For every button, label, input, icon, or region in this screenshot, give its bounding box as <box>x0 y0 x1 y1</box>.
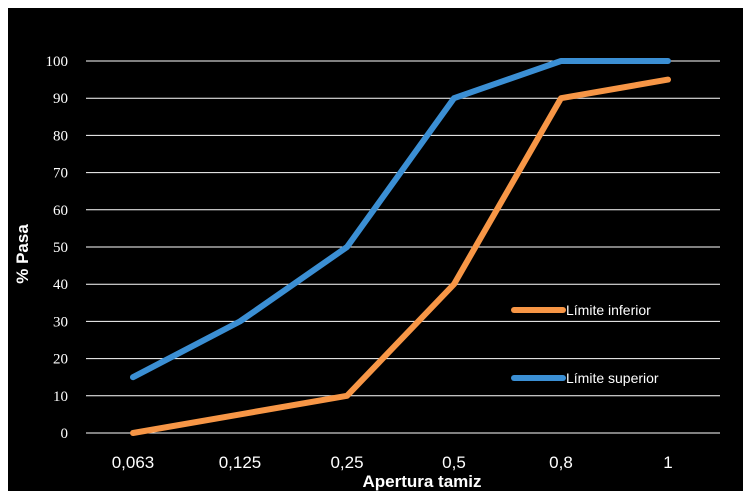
legend-label: Límite superior <box>566 370 659 386</box>
x-tick-label: 0,125 <box>219 453 262 472</box>
series-line-1 <box>130 58 671 381</box>
y-tick-label: 70 <box>53 166 68 182</box>
x-tick-label: 0,25 <box>330 453 363 472</box>
legend: Límite inferior Límite superior <box>511 302 659 386</box>
y-axis-ticks: 0 10 20 30 40 50 60 70 80 90 100 <box>46 54 69 442</box>
x-tick-label: 0,8 <box>549 453 573 472</box>
line-chart: 0 10 20 30 40 50 60 70 80 90 100 0,063 0,125 0,25 0,5… <box>13 54 720 491</box>
y-tick-label: 0 <box>61 426 69 442</box>
y-tick-label: 40 <box>53 277 68 293</box>
y-tick-label: 80 <box>53 128 68 144</box>
y-tick-label: 10 <box>53 389 68 405</box>
x-tick-label: 0,063 <box>112 453 155 472</box>
x-tick-label: 0,5 <box>442 453 466 472</box>
y-tick-label: 100 <box>46 54 69 70</box>
series-line-0 <box>130 76 671 436</box>
y-tick-label: 50 <box>53 240 68 256</box>
y-tick-label: 60 <box>53 203 68 219</box>
y-tick-label: 20 <box>53 352 68 368</box>
x-tick-label: 1 <box>663 453 672 472</box>
y-axis-title: % Pasa <box>13 224 32 284</box>
x-axis-title: Apertura tamiz <box>362 472 481 491</box>
x-axis-ticks: 0,063 0,125 0,25 0,5 0,8 1 <box>112 453 673 472</box>
chart-panel: 0 10 20 30 40 50 60 70 80 90 100 0,063 0,125 0,25 0,5… <box>8 8 743 491</box>
y-tick-label: 90 <box>53 91 68 107</box>
y-tick-label: 30 <box>53 314 68 330</box>
series-lines <box>130 58 671 436</box>
gridlines <box>86 60 720 434</box>
legend-label: Límite inferior <box>566 302 651 318</box>
